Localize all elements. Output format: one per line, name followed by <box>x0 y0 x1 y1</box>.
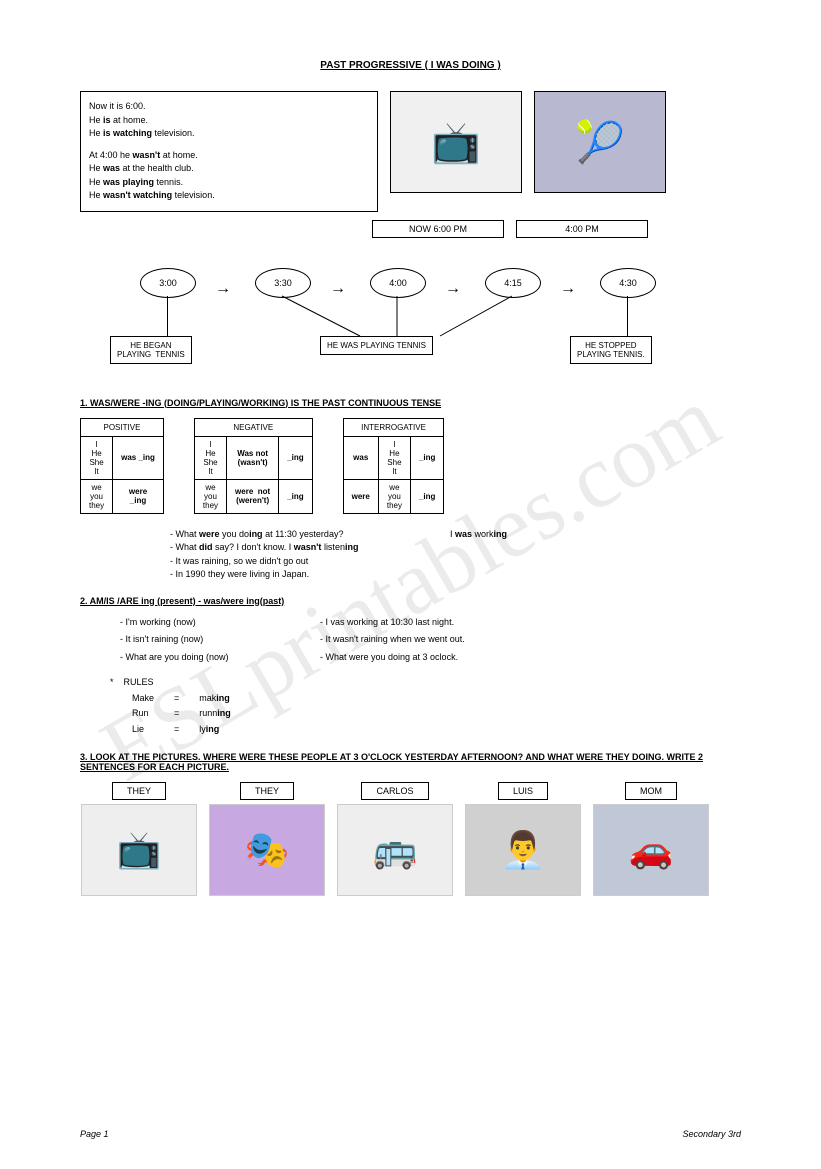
picture-man: 👨‍💼 <box>465 804 581 896</box>
picture-label: THEY <box>240 782 294 800</box>
footer-page: Page 1 <box>80 1129 109 1139</box>
timeline: 3:00 → 3:30 → 4:00 → 4:15 → 4:30 HE BEGA… <box>80 258 741 378</box>
section-2-heading: 2. AM/IS /ARE ing (present) - was/were i… <box>80 596 741 606</box>
table-interrogative: INTERROGATIVE wasI He She It_ing werewe … <box>343 418 445 514</box>
page-footer: Page 1 Secondary 3rd <box>80 1129 741 1139</box>
section-3-heading: 3. LOOK AT THE PICTURES. WHERE WERE THES… <box>80 752 741 772</box>
picture-item: LUIS 👨‍💼 <box>464 782 582 896</box>
spelling-rules: * RULES Make=making Run=running Lie=lyin… <box>110 676 741 738</box>
worksheet-page: ESLprintables.com PAST PROGRESSIVE ( I W… <box>0 0 821 1169</box>
table-header: NEGATIVE <box>194 418 312 436</box>
example-sentences-2: - I'm working (now)- I vas working at 10… <box>120 616 741 665</box>
intro-line: Now it is 6:00. <box>89 101 146 111</box>
image-watching-tv: 📺 <box>390 91 522 193</box>
picture-item: THEY 🎭 <box>208 782 326 896</box>
timeline-box-stopped: HE STOPPED PLAYING TENNIS. <box>570 336 652 364</box>
table-positive: POSITIVE I He She Itwas _ing we you they… <box>80 418 164 514</box>
bus-icon: 🚌 <box>373 829 418 871</box>
page-title: PAST PROGRESSIVE ( I WAS DOING ) <box>80 60 741 71</box>
picture-bus: 🚌 <box>337 804 453 896</box>
table-header: INTERROGATIVE <box>343 418 444 436</box>
picture-car: 🚗 <box>593 804 709 896</box>
caption-row: NOW 6:00 PM 4:00 PM <box>372 220 741 238</box>
picture-label: LUIS <box>498 782 548 800</box>
pictures-row: THEY 📺 THEY 🎭 CARLOS 🚌 LUIS 👨‍💼 MOM 🚗 <box>80 782 741 896</box>
tv-icon: 📺 <box>117 829 162 871</box>
timeline-box-playing: HE WAS PLAYING TENNIS <box>320 336 433 355</box>
tv-icon: 📺 <box>431 119 481 166</box>
example-sentences-1: - What were you doing at 11:30 yesterday… <box>170 528 741 582</box>
section-1-heading: 1. WAS/WERE -ING (DOING/PLAYING/WORKING)… <box>80 398 741 408</box>
footer-class: Secondary 3rd <box>682 1129 741 1139</box>
picture-item: CARLOS 🚌 <box>336 782 454 896</box>
picture-tv: 📺 <box>81 804 197 896</box>
picture-label: MOM <box>625 782 677 800</box>
table-negative: NEGATIVE I He She ItWas not (wasn't)_ing… <box>194 418 313 514</box>
image-playing-tennis: 🎾 <box>534 91 666 193</box>
picture-label: THEY <box>112 782 166 800</box>
table-header: POSITIVE <box>81 418 164 436</box>
picture-item: MOM 🚗 <box>592 782 710 896</box>
caption-now: NOW 6:00 PM <box>372 220 504 238</box>
intro-row: Now it is 6:00. He is at home. He is wat… <box>80 91 741 212</box>
theater-icon: 🎭 <box>245 829 290 871</box>
picture-label: CARLOS <box>361 782 428 800</box>
man-icon: 👨‍💼 <box>501 829 546 871</box>
car-icon: 🚗 <box>629 829 674 871</box>
picture-theater: 🎭 <box>209 804 325 896</box>
intro-text-box: Now it is 6:00. He is at home. He is wat… <box>80 91 378 212</box>
timeline-box-began: HE BEGAN PLAYING TENNIS <box>110 336 192 364</box>
caption-four: 4:00 PM <box>516 220 648 238</box>
tennis-icon: 🎾 <box>575 119 625 166</box>
picture-item: THEY 📺 <box>80 782 198 896</box>
grammar-tables: POSITIVE I He She Itwas _ing we you they… <box>80 418 741 514</box>
